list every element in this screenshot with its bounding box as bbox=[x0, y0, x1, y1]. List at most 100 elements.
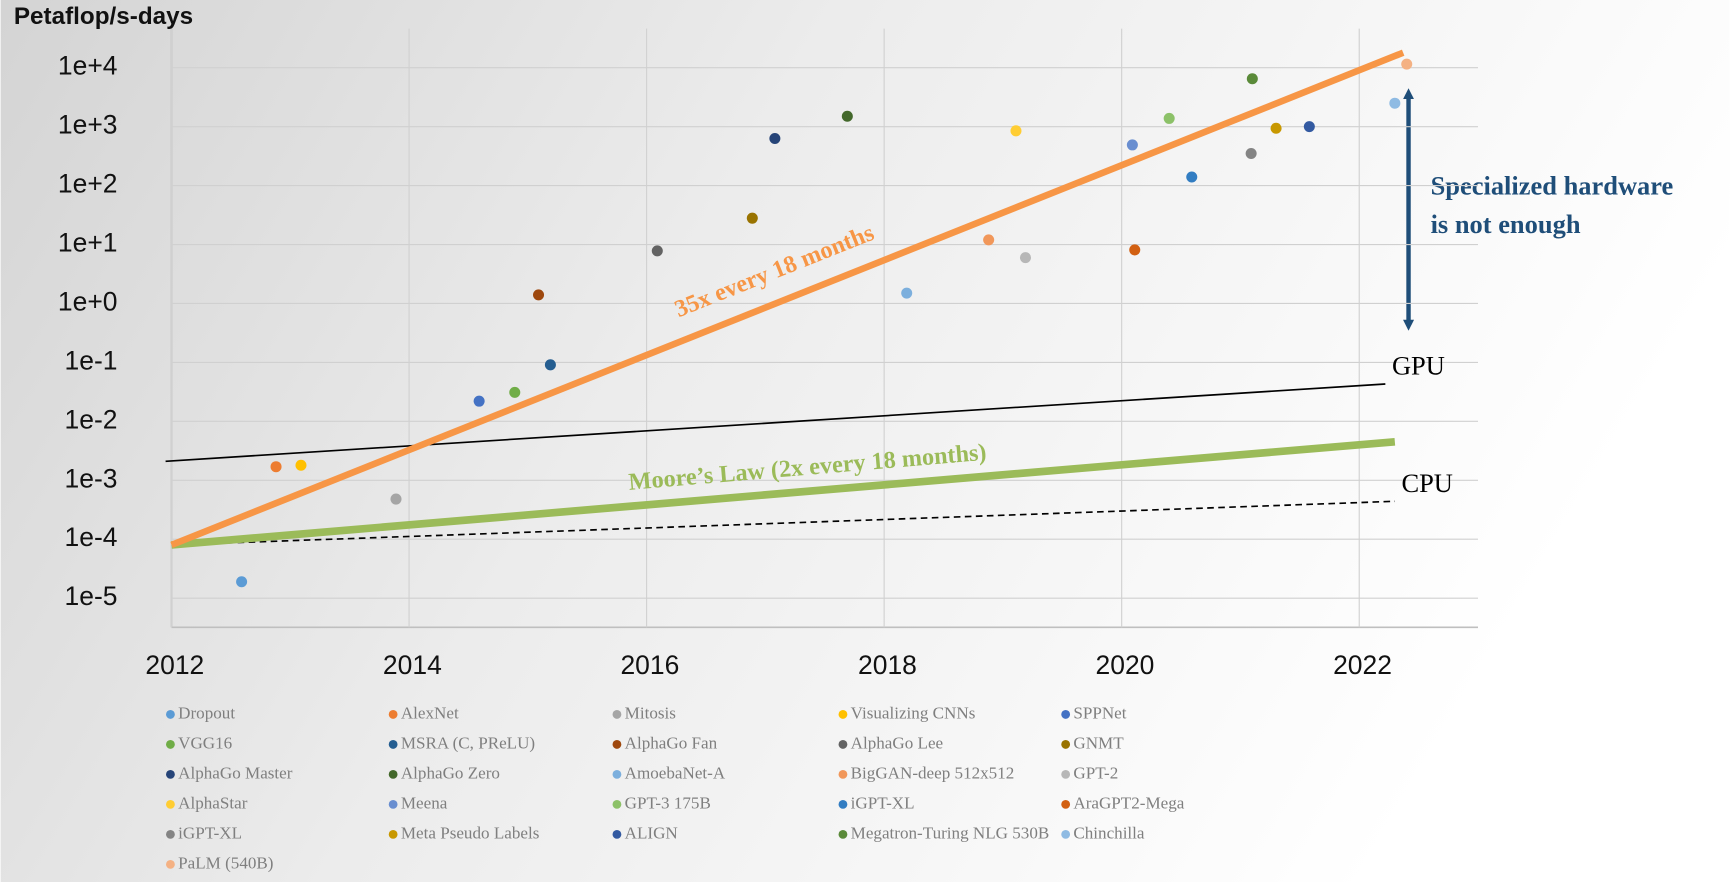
y-tick-label: 1e-5 bbox=[65, 581, 118, 611]
legend-label: AlphaGo Zero bbox=[401, 763, 500, 782]
x-tick-label: 2014 bbox=[383, 650, 442, 680]
data-point bbox=[841, 110, 853, 122]
legend-item: PaLM (540B) bbox=[166, 853, 274, 872]
legend-label: AlphaGo Lee bbox=[851, 733, 943, 752]
data-point bbox=[1389, 97, 1401, 109]
data-point bbox=[1270, 122, 1282, 134]
legend-swatch bbox=[612, 710, 622, 719]
legend-item: VGG16 bbox=[166, 733, 233, 752]
y-tick-label: 1e-4 bbox=[65, 522, 118, 552]
legend-item: Meena bbox=[388, 793, 448, 812]
legend-item: AlphaGo Fan bbox=[612, 733, 718, 752]
legend-swatch bbox=[612, 739, 622, 749]
trend-line bbox=[171, 500, 1395, 546]
legend-item: GPT-2 bbox=[1061, 763, 1118, 782]
legend-item: Megatron-Turing NLG 530B bbox=[838, 823, 1050, 842]
x-tick-label: 2022 bbox=[1333, 650, 1392, 680]
legend-item: Meta Pseudo Labels bbox=[388, 823, 540, 842]
trend-line bbox=[170, 49, 1405, 549]
legend-label: AlphaStar bbox=[178, 793, 248, 812]
data-point bbox=[1019, 252, 1031, 264]
legend-swatch bbox=[1061, 829, 1071, 839]
legend-label: ALIGN bbox=[625, 823, 678, 842]
legend-swatch bbox=[166, 739, 175, 749]
data-point bbox=[1126, 139, 1138, 151]
legend-label: AmoebaNet-A bbox=[625, 763, 726, 782]
legend-item: iGPT-XL bbox=[838, 793, 915, 812]
x-tick-label: 2016 bbox=[620, 650, 679, 680]
data-point bbox=[473, 395, 485, 407]
legend-label: GNMT bbox=[1073, 733, 1124, 752]
data-point bbox=[769, 132, 781, 145]
data-point bbox=[533, 289, 545, 301]
x-tick-label: 2012 bbox=[145, 650, 204, 680]
data-point bbox=[1163, 112, 1175, 124]
legend-item: GNMT bbox=[1061, 733, 1124, 752]
legend-item: iGPT-XL bbox=[166, 823, 242, 842]
legend-swatch bbox=[838, 710, 848, 719]
data-point bbox=[270, 461, 282, 473]
legend-label: Visualizing CNNs bbox=[851, 703, 976, 722]
data-point bbox=[901, 287, 913, 299]
legend-label: iGPT-XL bbox=[178, 823, 242, 842]
data-point bbox=[236, 576, 248, 588]
legend-item: Chinchilla bbox=[1061, 823, 1145, 842]
legend-swatch bbox=[1061, 799, 1071, 809]
legend-swatch bbox=[388, 769, 398, 779]
trend-line bbox=[165, 383, 1386, 463]
legend-item: AlphaGo Lee bbox=[838, 733, 943, 752]
y-tick-label: 1e+4 bbox=[58, 51, 118, 81]
y-tick-label: 1e-3 bbox=[65, 463, 118, 493]
legend-swatch bbox=[838, 769, 848, 779]
legend-swatch bbox=[166, 859, 175, 869]
legend-label: Mitosis bbox=[625, 703, 677, 722]
data-point bbox=[390, 493, 402, 505]
legend-swatch bbox=[612, 769, 622, 779]
legend-label: AlexNet bbox=[401, 703, 459, 722]
data-point bbox=[1010, 125, 1022, 137]
legend-item: Visualizing CNNs bbox=[838, 703, 976, 722]
legend-label: Chinchilla bbox=[1073, 823, 1145, 842]
legend-label: MSRA (C, PReLU) bbox=[401, 733, 535, 752]
legend-item: SPPNet bbox=[1061, 703, 1127, 722]
legend-swatch bbox=[166, 710, 175, 719]
legend-item: MSRA (C, PReLU) bbox=[388, 733, 535, 752]
trend-label: GPU bbox=[1392, 351, 1445, 381]
legend-item: AlphaStar bbox=[166, 793, 248, 812]
legend-swatch bbox=[838, 799, 848, 809]
legend-label: GPT-3 175B bbox=[625, 793, 711, 812]
data-point bbox=[651, 245, 663, 257]
legend-label: Dropout bbox=[178, 703, 235, 722]
legend-label: Meena bbox=[401, 793, 448, 812]
legend-item: BigGAN-deep 512x512 bbox=[838, 763, 1015, 782]
legend-label: AraGPT2-Mega bbox=[1073, 793, 1184, 812]
legend-label: Meta Pseudo Labels bbox=[401, 823, 540, 842]
legend-item: AmoebaNet-A bbox=[612, 763, 726, 782]
legend-label: Megatron-Turing NLG 530B bbox=[851, 823, 1050, 842]
legend-item: AraGPT2-Mega bbox=[1061, 793, 1185, 812]
legend-swatch bbox=[166, 799, 175, 809]
legend-label: AlphaGo Master bbox=[178, 763, 293, 782]
legend-label: AlphaGo Fan bbox=[625, 733, 718, 752]
legend-swatch bbox=[388, 739, 398, 749]
legend-item: Mitosis bbox=[612, 703, 677, 722]
legend-swatch bbox=[612, 829, 622, 839]
legend-item: AlexNet bbox=[388, 703, 459, 722]
legend-item: AlphaGo Zero bbox=[388, 763, 500, 782]
legend-label: BigGAN-deep 512x512 bbox=[851, 763, 1015, 782]
legend-label: VGG16 bbox=[178, 733, 233, 752]
y-tick-label: 1e+0 bbox=[58, 286, 118, 316]
trend-line bbox=[171, 437, 1396, 549]
legend-item: ALIGN bbox=[612, 823, 678, 842]
legend-swatch bbox=[838, 829, 848, 839]
legend-swatch bbox=[838, 739, 848, 749]
legend-item: Dropout bbox=[166, 703, 235, 722]
legend-swatch bbox=[388, 799, 398, 809]
trend-label: CPU bbox=[1401, 468, 1452, 498]
data-point bbox=[1401, 58, 1413, 70]
y-tick-label: 1e-2 bbox=[65, 404, 118, 434]
data-point bbox=[1246, 73, 1258, 85]
legend-swatch bbox=[1061, 739, 1071, 749]
